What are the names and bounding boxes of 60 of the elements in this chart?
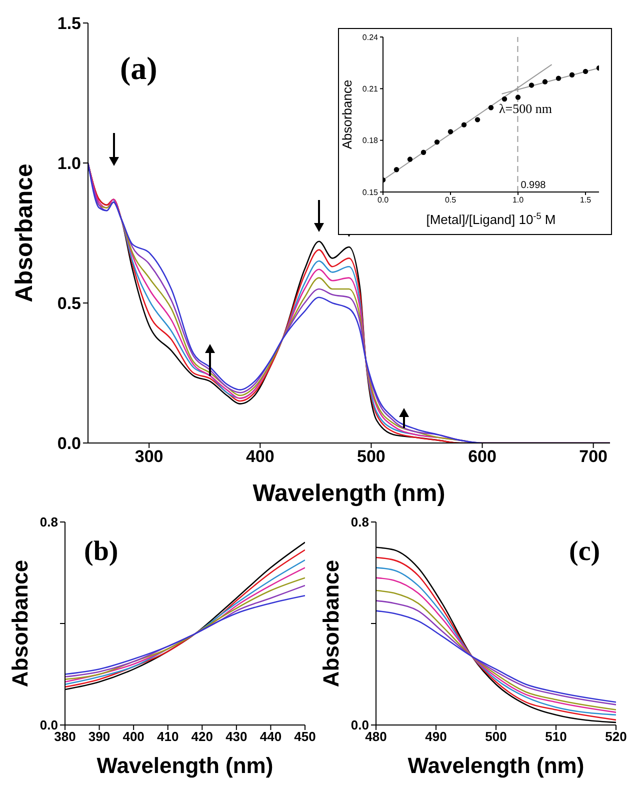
x-tick-label: 490 bbox=[425, 729, 447, 744]
x-tick-label: 390 bbox=[88, 729, 110, 744]
annotation: λ=500 nm bbox=[499, 101, 552, 117]
point bbox=[448, 129, 454, 134]
annotation: (a) bbox=[120, 50, 158, 87]
y-tick-label: 0.8 bbox=[40, 514, 58, 530]
point bbox=[488, 105, 494, 110]
x-axis-title: Wavelength (nm) bbox=[252, 480, 446, 507]
x-tick-label: 420 bbox=[191, 729, 213, 744]
x-tick-label: 300 bbox=[134, 447, 164, 466]
x-tick-label: 0.0 bbox=[377, 196, 390, 205]
point bbox=[515, 94, 521, 100]
x-tick-label: 1.0 bbox=[512, 196, 524, 205]
x-tick-label: 0.5 bbox=[444, 196, 457, 205]
x-tick-label: 1.5 bbox=[580, 196, 592, 205]
x-tick-label: 450 bbox=[294, 729, 316, 744]
x-axis-title: Wavelength (nm) bbox=[408, 753, 584, 778]
x-tick-label: 480 bbox=[365, 729, 387, 744]
point bbox=[420, 150, 426, 155]
point bbox=[556, 76, 562, 81]
point bbox=[528, 82, 534, 88]
x-tick-label: 500 bbox=[485, 729, 507, 744]
y-tick-label: 1.5 bbox=[57, 14, 81, 34]
point bbox=[582, 68, 588, 74]
ref-line-label: 0.998 bbox=[520, 180, 546, 191]
annotation: (c) bbox=[569, 536, 600, 568]
x-tick-label: 600 bbox=[468, 447, 496, 466]
y-axis-title: Absorbance bbox=[318, 560, 344, 688]
y-tick-label: 0.0 bbox=[57, 434, 81, 454]
point bbox=[394, 167, 400, 172]
x-tick-label: 430 bbox=[226, 729, 248, 744]
y-tick-label: 0.21 bbox=[362, 84, 379, 94]
x-tick-label: 400 bbox=[246, 447, 274, 466]
x-tick-label: 700 bbox=[579, 447, 608, 466]
point bbox=[569, 72, 575, 78]
y-axis-title: Absorbance bbox=[8, 560, 33, 688]
point bbox=[502, 96, 508, 102]
y-tick-label: 0.18 bbox=[362, 136, 379, 146]
x-tick-label: 500 bbox=[357, 447, 386, 466]
x-tick-label: 510 bbox=[545, 729, 567, 744]
x-tick-label: 440 bbox=[260, 729, 282, 744]
x-tick-label: 520 bbox=[605, 729, 627, 744]
y-tick-label: 0.5 bbox=[57, 294, 81, 314]
point bbox=[434, 139, 440, 145]
x-tick-label: 380 bbox=[54, 729, 76, 744]
y-tick-label: 0.24 bbox=[362, 32, 379, 42]
x-axis-title: Wavelength (nm) bbox=[96, 753, 274, 778]
x-tick-label: 410 bbox=[157, 729, 179, 744]
x-axis-title: [Metal]/[Ligand] 10$^{-5}$ M bbox=[426, 211, 556, 227]
point bbox=[461, 122, 467, 128]
point bbox=[474, 117, 480, 122]
y-axis-title: Absorbance bbox=[11, 164, 38, 302]
annotation: (b) bbox=[84, 536, 118, 568]
y-tick-label: 0.15 bbox=[362, 188, 379, 197]
point bbox=[542, 79, 548, 84]
point bbox=[407, 156, 413, 162]
y-tick-label: 1.0 bbox=[57, 154, 81, 174]
x-tick-label: 400 bbox=[122, 729, 144, 744]
y-tick-label: 0.8 bbox=[350, 514, 369, 530]
y-axis-title: Absorbance bbox=[339, 80, 354, 150]
